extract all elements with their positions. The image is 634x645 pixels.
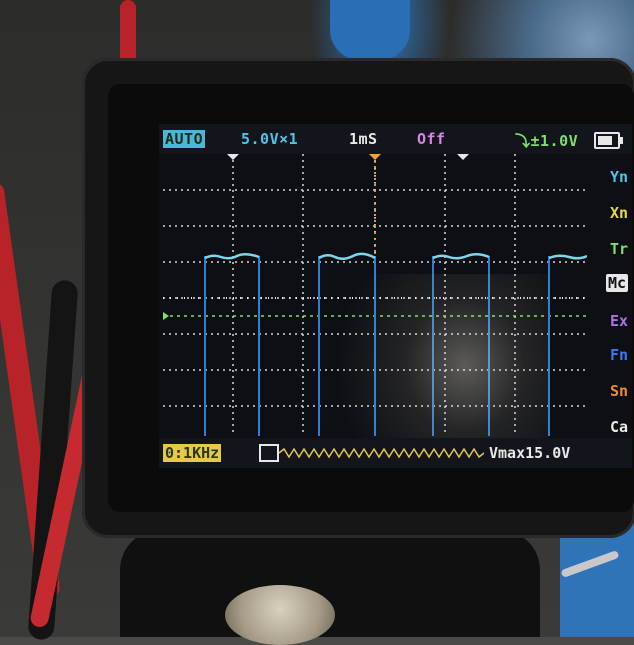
frequency-readout: 0:1KHz <box>163 444 222 462</box>
red-cable-top <box>120 0 136 70</box>
vmax-readout: Vmax15.0V <box>489 444 571 462</box>
menu-item-tr[interactable]: Tr <box>609 240 628 258</box>
menu-item-ca[interactable]: Ca <box>609 418 628 436</box>
side-menu: Yn Xn Tr Mc Ex Fn Sn Ca <box>587 154 632 436</box>
waveform-trace <box>204 252 587 260</box>
position-markers <box>227 154 469 160</box>
measurement-bar: 0:1KHz Vmax15.0V <box>159 438 632 468</box>
blue-object-bottom <box>560 520 634 637</box>
oscilloscope-screen: AUTO 5.0V×1 1mS Off ⤵±1.0V <box>159 124 632 468</box>
menu-item-sn[interactable]: Sn <box>609 382 628 400</box>
trigger-mode[interactable]: AUTO <box>163 130 206 148</box>
menu-item-fn[interactable]: Fn <box>609 346 628 364</box>
menu-item-ex[interactable]: Ex <box>609 312 628 330</box>
menu-item-yn[interactable]: Yn <box>609 168 628 186</box>
blue-object <box>330 0 410 60</box>
menu-item-xn[interactable]: Xn <box>609 204 628 222</box>
time-per-division[interactable]: 1mS <box>349 130 378 148</box>
trigger-level[interactable]: ⤵±1.0V <box>515 132 579 150</box>
waveform-icon <box>259 444 279 462</box>
menu-item-mc[interactable]: Mc <box>605 274 628 292</box>
pulse-edges <box>204 256 550 436</box>
clip-nut <box>225 585 335 645</box>
zoom-timeline <box>279 447 484 459</box>
volts-per-division[interactable]: 5.0V×1 <box>241 130 299 148</box>
coupling-mode[interactable]: Off <box>417 130 446 148</box>
grid-center-lines <box>163 154 587 436</box>
trigger-marker-top <box>369 154 381 160</box>
battery-icon <box>594 132 623 149</box>
waveform-grid <box>163 154 587 436</box>
status-bar: AUTO 5.0V×1 1mS Off ⤵±1.0V <box>159 124 632 154</box>
ground-marker <box>163 312 169 320</box>
